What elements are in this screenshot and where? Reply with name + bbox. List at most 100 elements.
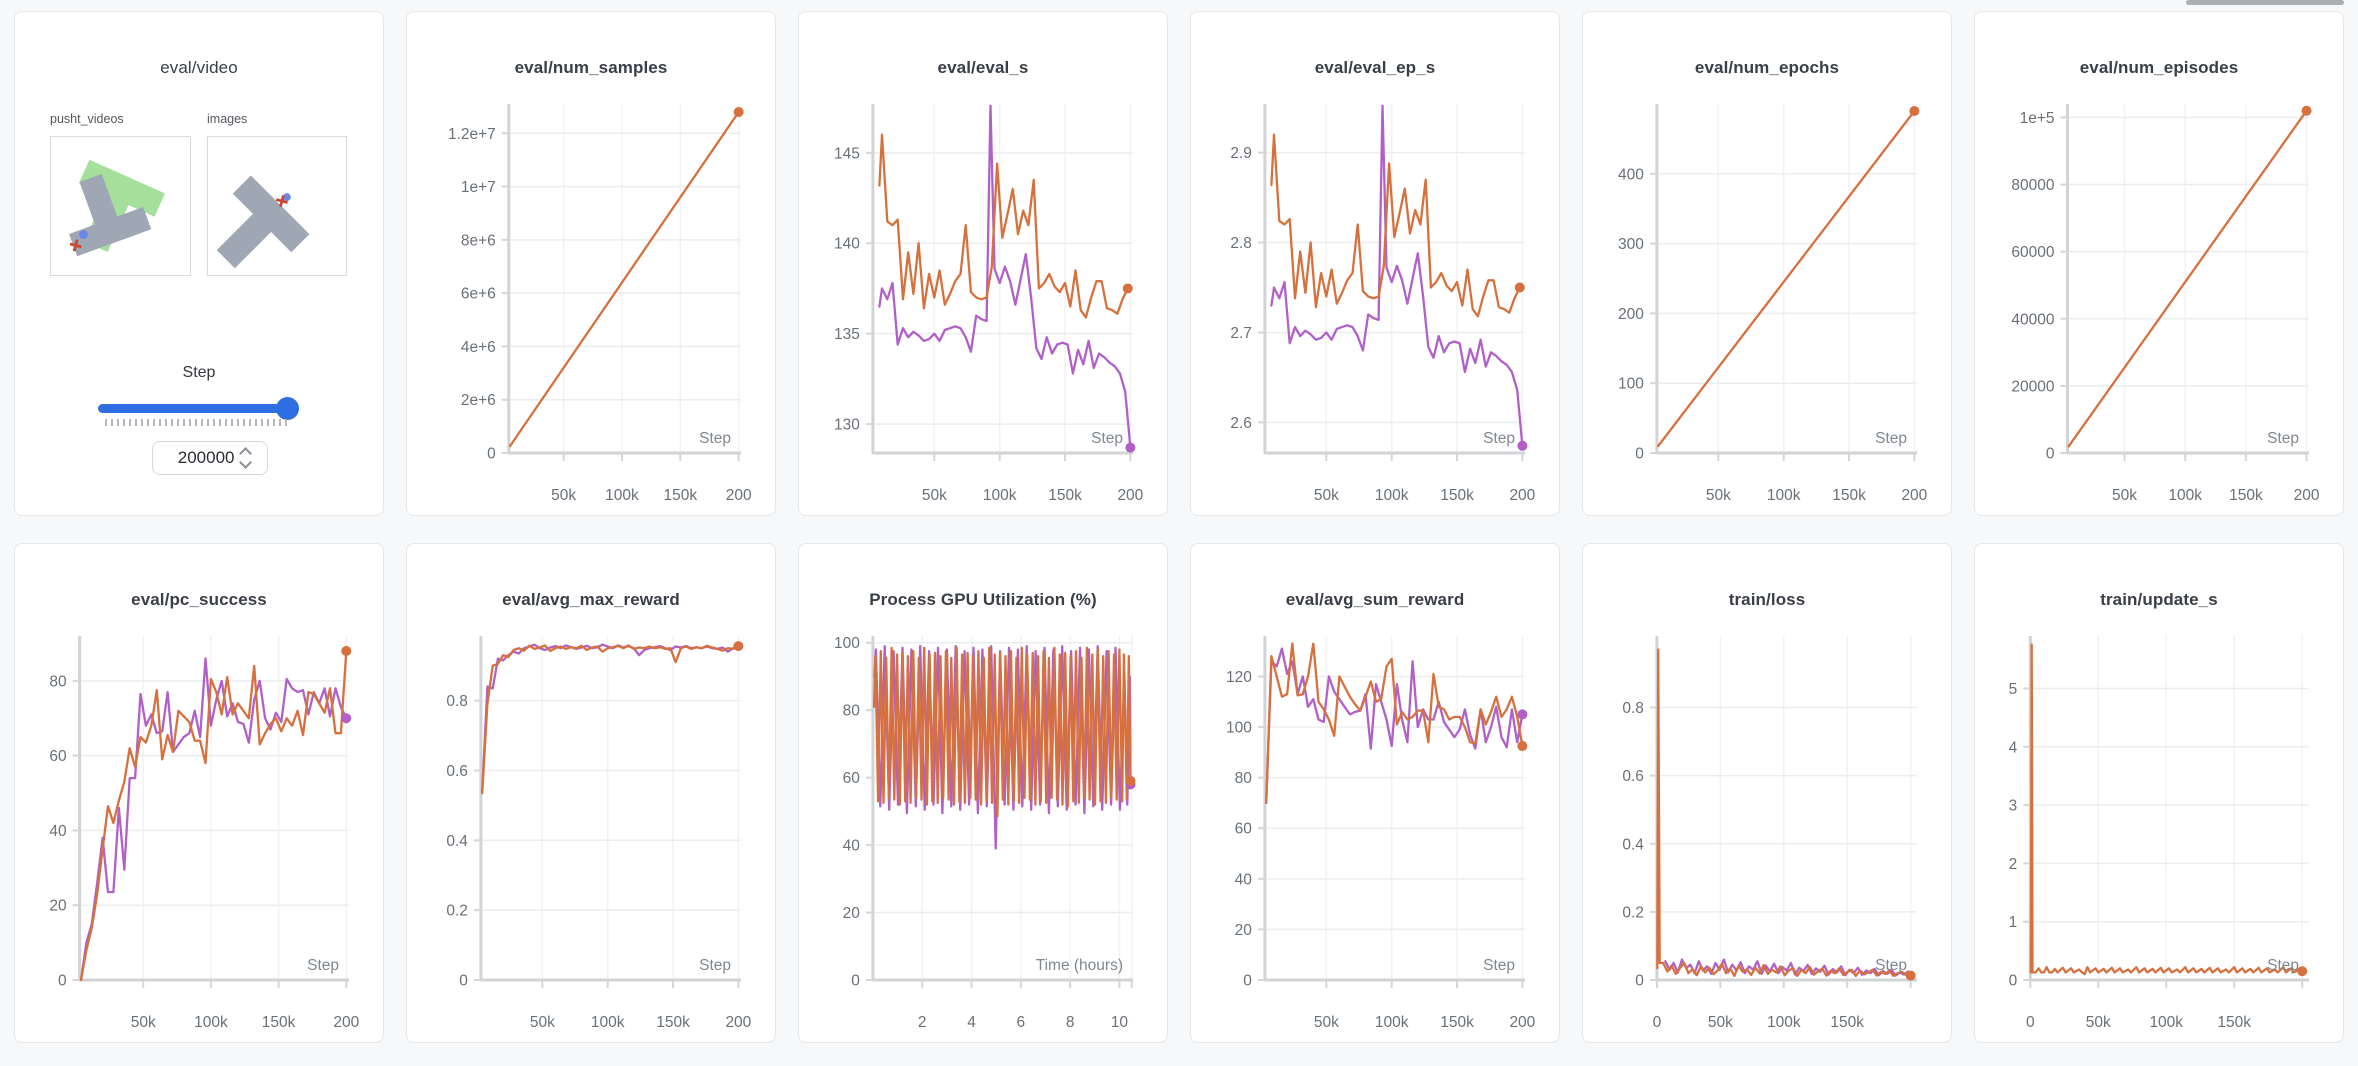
step-slider-label: Step [182, 364, 216, 381]
panel-title: train/update_s [2100, 590, 2218, 609]
video-thumbnail-pusht[interactable] [50, 136, 191, 276]
svg-text:0: 0 [2026, 1014, 2035, 1031]
stepper-arrows-icon[interactable] [238, 447, 252, 469]
svg-text:Step: Step [1483, 957, 1515, 974]
svg-text:50k: 50k [1706, 487, 1731, 504]
svg-text:100k: 100k [1375, 1014, 1409, 1031]
svg-text:Step: Step [307, 957, 339, 974]
svg-text:100k: 100k [2149, 1014, 2183, 1031]
chart-eval-eval-ep-s[interactable]: 2.6 2.7 2.8 2.9 50k 100k 150k 200 Step [1191, 96, 1560, 516]
step-number-input[interactable] [152, 441, 268, 475]
svg-text:4e+6: 4e+6 [461, 339, 496, 356]
panel-grid: eval/video pusht_videos images [14, 11, 2344, 1043]
video-thumbnail-images[interactable] [207, 136, 347, 276]
svg-text:3: 3 [2009, 798, 2018, 815]
svg-text:80: 80 [843, 703, 861, 720]
horizontal-scrollbar[interactable] [2186, 0, 2344, 5]
svg-text:135: 135 [834, 326, 860, 343]
chart-train-loss[interactable]: 0 0.2 0.4 0.6 0.8 0 50k 100k 150k Step [1583, 628, 1952, 1043]
panel-eval-avg-sum-reward: eval/avg_sum_reward 0 20 40 60 80 100 120 50k 10… [1190, 543, 1560, 1043]
panel-train-loss: train/loss 0 0.2 0.4 0.6 0.8 0 50k 100k 150k Step [1582, 543, 1952, 1043]
svg-text:100: 100 [1618, 376, 1644, 393]
svg-text:40: 40 [49, 823, 67, 840]
svg-text:50k: 50k [922, 487, 947, 504]
chart-eval-num-epochs[interactable]: 0 100 200 300 400 50k 100k 150k 200 Step [1583, 96, 1952, 516]
svg-text:20000: 20000 [2011, 378, 2054, 395]
svg-text:100k: 100k [1767, 487, 1801, 504]
svg-text:200: 200 [725, 1014, 751, 1031]
chart-eval-avg-sum-reward[interactable]: 0 20 40 60 80 100 120 50k 100k 150k 200 Step [1191, 628, 1560, 1043]
svg-text:0.8: 0.8 [446, 693, 468, 710]
svg-text:0.4: 0.4 [1622, 836, 1644, 853]
media-label-pusht-videos: pusht_videos [50, 112, 124, 126]
panel-title: eval/num_episodes [2079, 58, 2239, 77]
svg-text:Step: Step [2267, 957, 2299, 974]
panel-eval-eval-ep-s: eval/eval_ep_s 2.6 2.7 2.8 2.9 50k 100k 150k 20… [1190, 11, 1560, 516]
svg-text:200: 200 [1509, 1014, 1535, 1031]
svg-text:120: 120 [1226, 669, 1252, 686]
svg-text:5: 5 [2009, 681, 2018, 698]
svg-text:0.4: 0.4 [446, 833, 468, 850]
svg-text:2: 2 [918, 1014, 927, 1031]
svg-text:200: 200 [2294, 487, 2320, 504]
svg-text:40: 40 [1235, 871, 1253, 888]
gray-t-shape [216, 175, 310, 269]
panel-title: eval/avg_max_reward [502, 590, 680, 609]
svg-text:100k: 100k [1375, 487, 1409, 504]
svg-text:130: 130 [834, 417, 860, 434]
agent-dot [79, 230, 88, 240]
agent-dot [282, 193, 291, 202]
panel-eval-pc-success: eval/pc_success 0 20 40 60 80 50k 100k 150k 200 S… [14, 543, 384, 1043]
svg-text:200: 200 [333, 1014, 359, 1031]
svg-text:0: 0 [1243, 973, 1252, 990]
svg-text:50k: 50k [530, 1014, 555, 1031]
chart-eval-num-samples[interactable]: 0 2e+6 4e+6 6e+6 8e+6 1e+7 1.2e+7 50k 100k 150k 20… [407, 96, 776, 516]
panel-gpu-utilization: Process GPU Utilization (%) 0 20 40 60 80 100… [798, 543, 1168, 1043]
panel-eval-video: eval/video pusht_videos images [14, 11, 384, 516]
chart-eval-eval-s[interactable]: 130 135 140 145 50k 100k 150k 200 Step [799, 96, 1168, 516]
svg-text:0.2: 0.2 [446, 903, 468, 920]
step-slider-track[interactable] [98, 397, 299, 420]
panel-eval-num-samples: eval/num_samples 0 2e+6 4e+6 6e+6 8e+6 1e+7 1.… [406, 11, 776, 516]
svg-text:0: 0 [459, 973, 468, 990]
svg-text:60: 60 [1235, 821, 1253, 838]
svg-text:6e+6: 6e+6 [461, 286, 496, 303]
panel-eval-avg-max-reward: eval/avg_max_reward 0 0.2 0.4 0.6 0.8 50k 100k… [406, 543, 776, 1043]
chart-eval-pc-success[interactable]: 0 20 40 60 80 50k 100k 150k 200 Step [15, 628, 384, 1043]
svg-text:0: 0 [1653, 1014, 1662, 1031]
svg-text:150k: 150k [1830, 1014, 1864, 1031]
svg-text:2: 2 [2009, 856, 2018, 873]
panel-title: eval/eval_s [937, 58, 1029, 77]
step-slider-thumb[interactable] [276, 397, 299, 420]
goal-cross [69, 239, 82, 252]
svg-text:150k: 150k [656, 1014, 690, 1031]
svg-text:1: 1 [2009, 914, 2018, 931]
svg-text:50k: 50k [2086, 1014, 2111, 1031]
step-value-field[interactable] [170, 448, 235, 468]
svg-text:2.9: 2.9 [1230, 145, 1252, 162]
panel-title: Process GPU Utilization (%) [869, 590, 1097, 609]
svg-text:200: 200 [1618, 306, 1644, 323]
svg-text:145: 145 [834, 145, 860, 162]
svg-text:Step: Step [1091, 430, 1123, 447]
svg-text:Step: Step [699, 957, 731, 974]
panel-title: eval/video [160, 58, 238, 77]
chart-gpu-utilization[interactable]: 0 20 40 60 80 100 2 4 6 8 10 Time (hours) [799, 628, 1168, 1043]
svg-text:Step: Step [1875, 430, 1907, 447]
svg-text:100k: 100k [605, 487, 639, 504]
chart-train-update-s[interactable]: 0 1 2 3 4 5 0 50k 100k 150k Step [1975, 628, 2344, 1043]
svg-text:2.8: 2.8 [1230, 235, 1252, 252]
svg-text:4: 4 [967, 1014, 976, 1031]
chart-eval-avg-max-reward[interactable]: 0 0.2 0.4 0.6 0.8 50k 100k 150k 200 Step [407, 628, 776, 1043]
svg-text:100k: 100k [983, 487, 1017, 504]
svg-text:100k: 100k [591, 1014, 625, 1031]
svg-text:100: 100 [834, 635, 860, 652]
svg-text:60: 60 [49, 748, 67, 765]
svg-text:80000: 80000 [2011, 177, 2054, 194]
svg-text:50k: 50k [2112, 487, 2137, 504]
svg-text:1e+7: 1e+7 [461, 179, 496, 196]
panel-title: eval/num_samples [514, 58, 668, 77]
panel-title: eval/num_epochs [1694, 58, 1840, 77]
svg-text:Step: Step [1875, 957, 1907, 974]
chart-eval-num-episodes[interactable]: 0 20000 40000 60000 80000 1e+5 50k 100k 150k 200 S… [1975, 96, 2344, 516]
